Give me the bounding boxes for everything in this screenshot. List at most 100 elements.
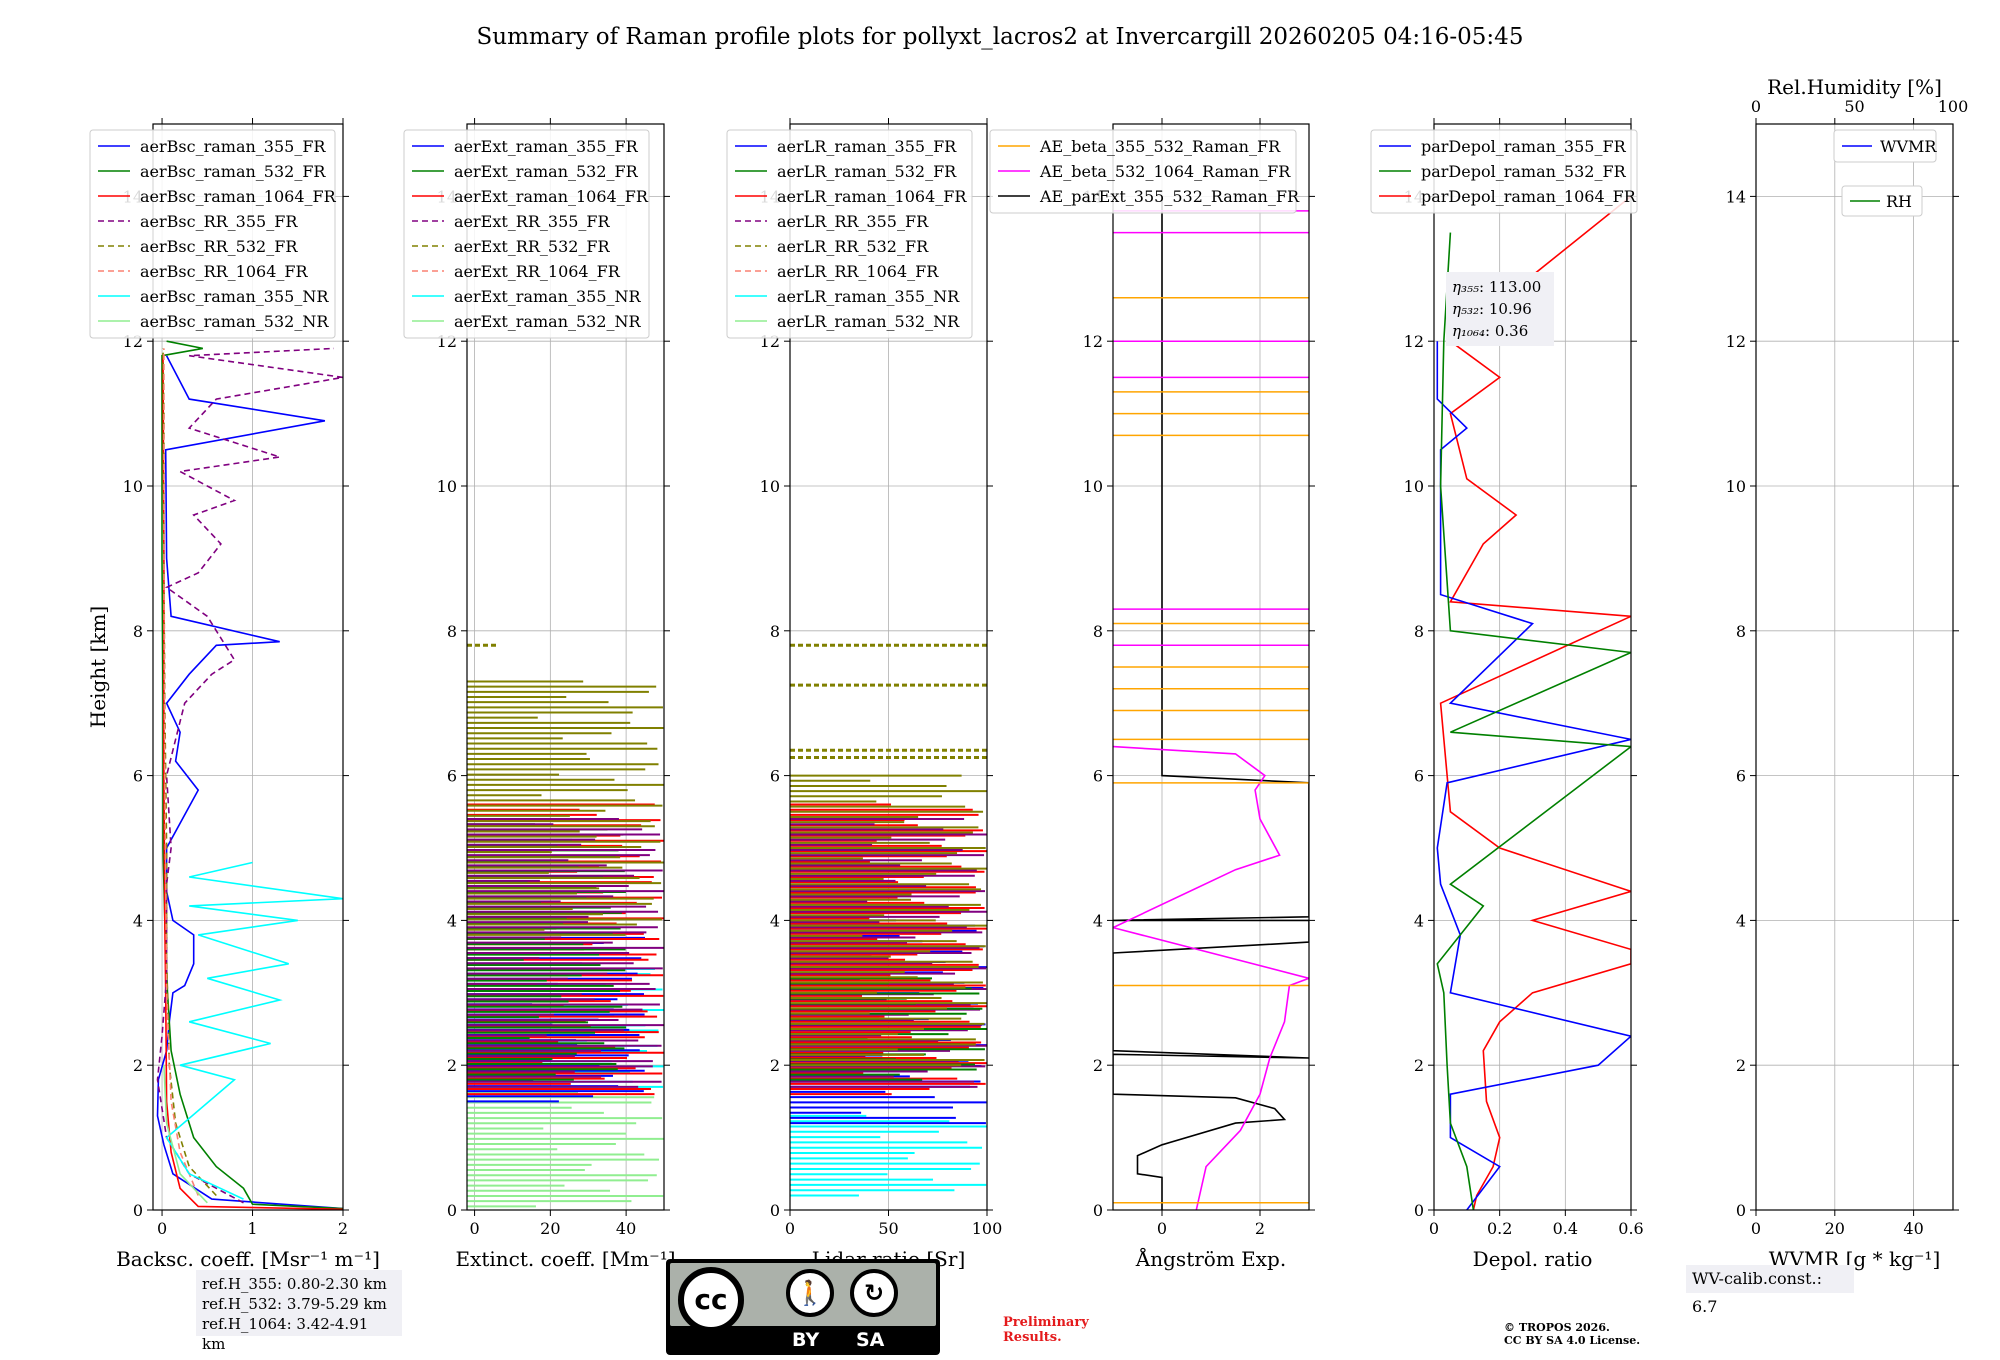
legend-label: aerBsc_RR_532_FR (140, 237, 298, 256)
preliminary-note: Preliminary Results. (1003, 1315, 1089, 1345)
series-aerBsc_raman_532_NR (163, 1065, 208, 1204)
x-tick-label: 0 (785, 1219, 795, 1238)
y-tick-label: 4 (447, 911, 457, 930)
legend-box (989, 129, 1297, 214)
series-aerBsc_raman_1064_FR (162, 355, 343, 1210)
axes-frame (466, 123, 665, 1211)
legend-box (1833, 129, 1937, 163)
y-tick-label: 6 (1736, 767, 1746, 786)
axes-frame (152, 123, 344, 1211)
y-tick-label: 4 (133, 911, 143, 930)
y-tick-label: 0 (1414, 1201, 1424, 1220)
top-axis-label: Rel.Humidity [%] (1767, 75, 1942, 99)
legend-label: aerBsc_raman_355_NR (140, 287, 329, 306)
legend-box (89, 129, 336, 339)
x-tick-label: 20 (540, 1219, 560, 1238)
x-tick-label: 0 (1751, 1219, 1761, 1238)
legend-label: RH (1886, 192, 1912, 211)
legend-label: aerExt_raman_355_NR (454, 287, 642, 306)
x-tick-label: 0 (469, 1219, 479, 1238)
y-tick-label: 2 (133, 1056, 143, 1075)
panel-lidar_ratio: 05010002468101214Lidar ratio [Sr]aerLR_r… (726, 118, 1002, 1271)
legend: aerBsc_raman_355_FR aerBsc_raman_532_FRae… (89, 129, 337, 339)
legend-wvmr: WVMR (1833, 129, 1937, 163)
y-tick-label: 2 (770, 1056, 780, 1075)
legend: aerExt_raman_355_FR aerExt_raman_532_FRae… (403, 129, 650, 339)
x-tick-label: 20 (1825, 1219, 1845, 1238)
y-tick-label: 0 (1093, 1201, 1103, 1220)
series-aerBsc_raman_355_NR (165, 861, 343, 1200)
legend: aerLR_raman_355_FR aerLR_raman_532_FR aerL… (726, 129, 973, 339)
y-tick-label: 8 (447, 622, 457, 641)
x-tick-label: 0 (1429, 1219, 1439, 1238)
y-tick-label: 8 (1736, 622, 1746, 641)
series-aerBsc_RR_1064_FR (163, 348, 199, 1196)
legend-label: AE_parExt_355_532_Raman_FR (1039, 187, 1300, 206)
x-tick-label: 0.2 (1487, 1219, 1512, 1238)
legend-label: parDepol_raman_1064_FR (1421, 187, 1637, 206)
series-AE_beta_532_1064_Raman_FR (1113, 745, 1309, 1210)
series-aerBsc_raman_355_FR (156, 355, 343, 1210)
legend-label: aerExt_raman_532_FR (454, 162, 639, 181)
x-axis-label: Ångström Exp. (1135, 1246, 1286, 1271)
y-tick-label: 6 (1414, 767, 1424, 786)
panel-extinction: 0204002468101214Extinct. coeff. [Mm⁻¹]ae… (403, 118, 676, 1271)
legend-box (403, 129, 650, 339)
axes-frame (1433, 123, 1632, 1211)
legend-label: aerBsc_raman_355_FR (140, 137, 326, 156)
data-layer (790, 643, 987, 1197)
x-tick-label: 2 (338, 1219, 348, 1238)
panel-backscatter: 01202468101214Backsc. coeff. [Msr⁻¹ m⁻¹]… (86, 118, 380, 1271)
top-tick-label: 50 (1844, 97, 1864, 116)
legend-label: WVMR (1880, 137, 1937, 156)
y-tick-label: 12 (1404, 332, 1424, 351)
legend-rh: RH (1841, 185, 1923, 217)
top-tick-label: 100 (1938, 97, 1969, 116)
legend-label: aerBsc_raman_1064_FR (140, 187, 337, 206)
data-layer (156, 340, 343, 1210)
y-axis-label: Height [km] (86, 606, 110, 728)
y-tick-label: 2 (1736, 1056, 1746, 1075)
series-parDepol_raman_1064_FR (1439, 195, 1631, 1210)
legend-label: aerLR_raman_532_FR (777, 162, 957, 181)
x-tick-label: 2 (1255, 1219, 1265, 1238)
x-tick-label: 0 (157, 1219, 167, 1238)
y-tick-label: 0 (447, 1201, 457, 1220)
eta-box: η₃₅₅: 113.00 η₅₃₂: 10.96 η₁₀₆₄: 0.36 (1446, 272, 1554, 346)
legend-label: aerBsc_raman_532_FR (140, 162, 326, 181)
data-layer (1436, 195, 1631, 1210)
eta-355: η₃₅₅: 113.00 (1452, 278, 1542, 296)
y-tick-label: 10 (123, 477, 143, 496)
person-icon: 🚶 (786, 1269, 834, 1317)
y-tick-label: 2 (1414, 1056, 1424, 1075)
figure-title: Summary of Raman profile plots for polly… (477, 24, 1524, 50)
y-tick-label: 10 (437, 477, 457, 496)
legend-label: aerExt_raman_1064_FR (454, 187, 649, 206)
data-layer (467, 643, 664, 1208)
y-tick-label: 8 (133, 622, 143, 641)
y-tick-label: 6 (1093, 767, 1103, 786)
y-tick-label: 2 (1093, 1056, 1103, 1075)
x-axis-label: Depol. ratio (1473, 1247, 1593, 1271)
legend-label: aerBsc_RR_1064_FR (140, 262, 309, 281)
y-tick-label: 8 (1093, 622, 1103, 641)
y-tick-label: 4 (1093, 911, 1103, 930)
y-tick-label: 10 (760, 477, 780, 496)
y-tick-label: 10 (1404, 477, 1424, 496)
ref-height-532: ref.H_532: 3.79-5.29 km (202, 1295, 387, 1313)
legend-label: aerExt_RR_532_FR (454, 237, 611, 256)
y-tick-label: 4 (770, 911, 780, 930)
axes-frame (1112, 123, 1310, 1211)
eta-532: η₅₃₂: 10.96 (1452, 300, 1532, 318)
y-tick-label: 6 (133, 767, 143, 786)
cc-logo-icon: cc (678, 1267, 744, 1333)
legend-label: parDepol_raman_532_FR (1421, 162, 1627, 181)
x-axis-label: Backsc. coeff. [Msr⁻¹ m⁻¹] (116, 1247, 380, 1271)
x-tick-label: 1 (247, 1219, 257, 1238)
x-tick-label: 0 (1157, 1219, 1167, 1238)
legend-label: aerBsc_raman_532_NR (140, 312, 329, 331)
legend-label: AE_beta_355_532_Raman_FR (1039, 137, 1281, 156)
y-tick-label: 4 (1414, 911, 1424, 930)
y-tick-label: 8 (1414, 622, 1424, 641)
y-tick-label: 4 (1736, 911, 1746, 930)
